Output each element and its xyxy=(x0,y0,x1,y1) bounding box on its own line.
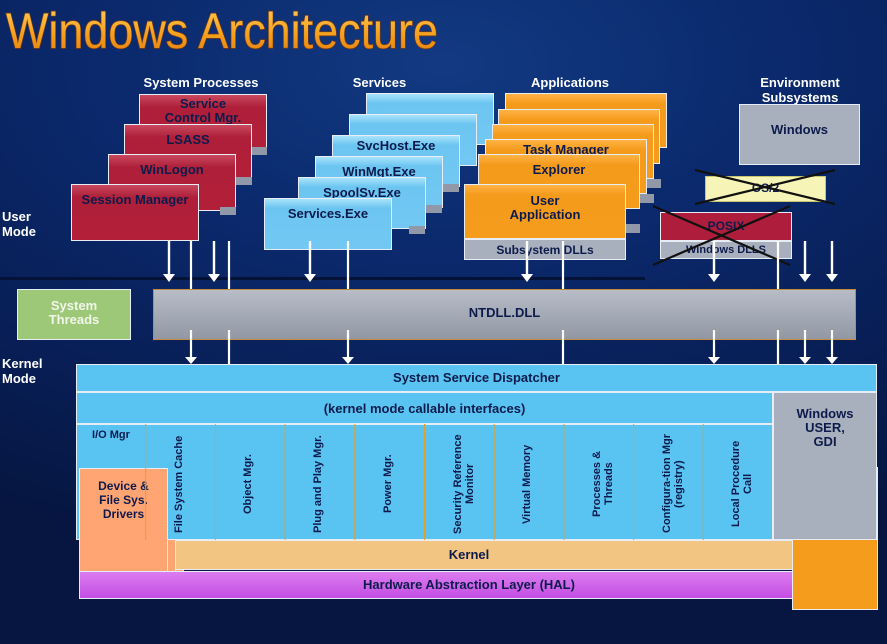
svg-text:Windows Architecture: Windows Architecture xyxy=(6,3,438,59)
